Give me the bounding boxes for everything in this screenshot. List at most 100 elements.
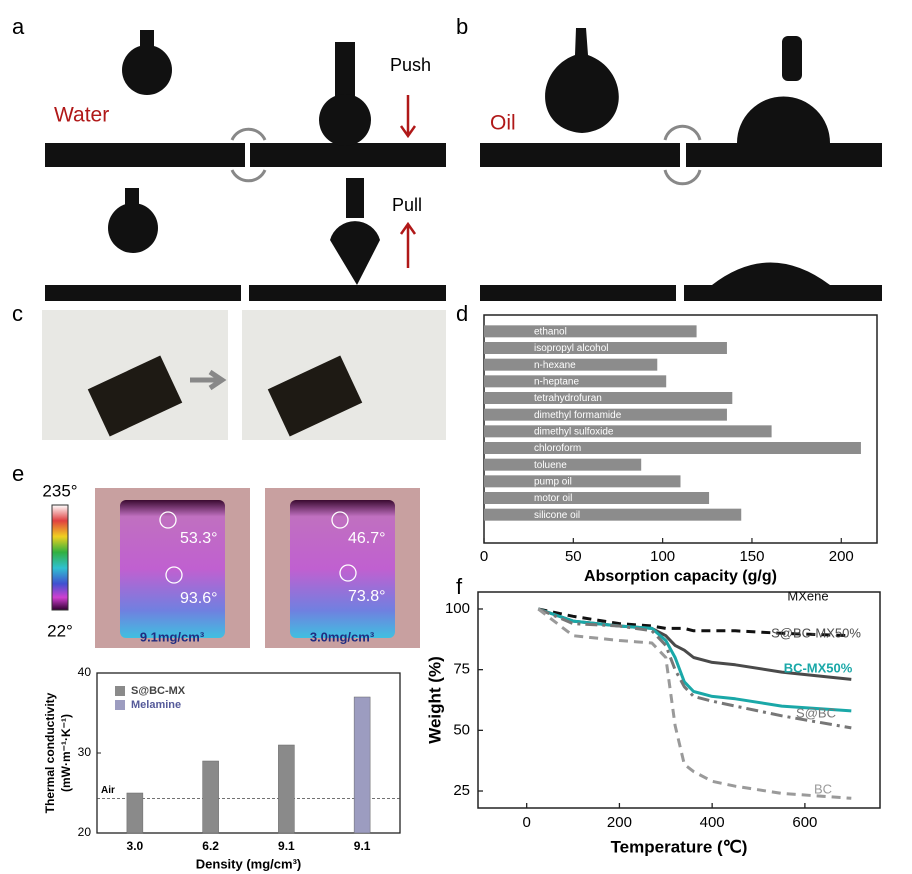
thermal-images: 235° 22° 53.3° 93.6° 46.7° 73.8° 9.1mg/c… (42, 481, 420, 648)
photo-oil: Oil (480, 28, 882, 301)
droplet (545, 28, 619, 133)
bar (126, 792, 144, 834)
y-tick-label: 20 (78, 825, 92, 839)
bar (484, 375, 667, 388)
arrow (399, 221, 417, 268)
reference-label: Air (101, 785, 115, 796)
panel-label: f (456, 574, 463, 599)
photo-absorption (42, 310, 446, 440)
y-tick-label: 75 (453, 661, 470, 678)
x-axis-label: Density (mg/cm³) (196, 856, 301, 871)
panel-label: c (12, 301, 23, 326)
x-tick-label: 9.1 (278, 839, 295, 853)
density-label: 3.0mg/cm³ (310, 629, 375, 644)
x-tick-label: 150 (739, 548, 764, 565)
x-tick-label: 50 (565, 548, 582, 565)
y-tick-label: 40 (78, 665, 92, 679)
category-label: dimethyl formamide (534, 410, 622, 421)
category-label: toluene (534, 460, 567, 471)
substrate (480, 143, 680, 167)
temperature: 93.6° (180, 590, 218, 607)
cycle-arrow (663, 124, 702, 186)
needle (140, 30, 154, 50)
x-tick-label: 200 (607, 814, 632, 831)
series-line (537, 607, 852, 638)
y-tick-label: 50 (453, 721, 470, 738)
series-label: BC (814, 781, 832, 796)
temperature: 53.3° (180, 530, 218, 547)
legend-swatch (115, 700, 125, 710)
panel-label: b (456, 14, 468, 39)
x-tick-label: 400 (700, 814, 725, 831)
photo-water: Water Push Pull (45, 30, 446, 301)
needle (125, 188, 139, 208)
crosshair (339, 564, 357, 582)
crosshair (165, 566, 183, 584)
series-label: S@BC (796, 705, 836, 720)
y-axis-label: (mW·m⁻¹·K⁻¹) (59, 714, 73, 792)
x-axis-label: Absorption capacity (g/g) (584, 568, 777, 585)
x-tick-label: 0 (523, 814, 531, 831)
legend-swatch (115, 686, 125, 696)
x-tick-label: 200 (829, 548, 854, 565)
needle (346, 178, 364, 218)
y-axis-label: Weight (%) (425, 656, 444, 744)
category-label: dimethyl sulfoxide (534, 426, 614, 437)
scale-max: 235° (42, 481, 77, 500)
y-tick-label: 25 (453, 782, 470, 799)
pull-label: Pull (392, 195, 422, 215)
bar (484, 442, 861, 454)
legend-label: Melamine (131, 699, 181, 711)
sponge (267, 355, 363, 437)
needle (782, 36, 802, 81)
droplet (737, 96, 830, 143)
droplet (712, 262, 830, 285)
x-tick-label: 600 (792, 814, 817, 831)
bar (484, 408, 727, 421)
temperature: 73.8° (348, 588, 386, 605)
droplet (122, 45, 172, 95)
panel-labels: a b c d e f (12, 14, 468, 599)
category-label: motor oil (534, 493, 572, 504)
substrate (45, 143, 245, 167)
droplet (108, 203, 158, 253)
bar (484, 425, 772, 438)
density-label: 9.1mg/cm³ (140, 629, 205, 644)
x-tick-label: 6.2 (202, 839, 219, 853)
bar (278, 744, 295, 834)
bar (484, 475, 681, 488)
substrate (45, 285, 241, 301)
bar (484, 392, 733, 404)
panel-label: e (12, 461, 24, 486)
substrate (249, 285, 446, 301)
scale-min: 22° (47, 621, 73, 640)
category-label: isopropyl alcohol (534, 343, 609, 354)
bar (484, 342, 727, 354)
liquid-label: Oil (490, 112, 516, 135)
legend-label: S@BC-MX (131, 685, 186, 697)
crosshair (331, 511, 349, 529)
series-label: BC-MX50% (784, 660, 853, 675)
bar (484, 492, 710, 504)
arrow (399, 95, 417, 139)
x-tick-label: 100 (650, 548, 675, 565)
panel-label: a (12, 14, 25, 39)
x-axis-label: Temperature (℃) (611, 837, 748, 856)
category-label: chloroform (534, 443, 581, 454)
category-label: n-heptane (534, 376, 579, 387)
y-tick-label: 100 (445, 600, 470, 617)
bar (484, 325, 697, 338)
temperature: 46.7° (348, 530, 386, 547)
substrate (686, 143, 882, 167)
x-tick-label: 3.0 (127, 839, 144, 853)
y-axis-label: Thermal conductivity (43, 692, 57, 813)
plot-frame (477, 591, 881, 809)
series-line (537, 607, 852, 800)
droplet (330, 221, 380, 285)
category-label: silicone oil (534, 510, 580, 521)
bar (202, 760, 219, 834)
substrate (480, 285, 676, 301)
sample (120, 500, 225, 638)
